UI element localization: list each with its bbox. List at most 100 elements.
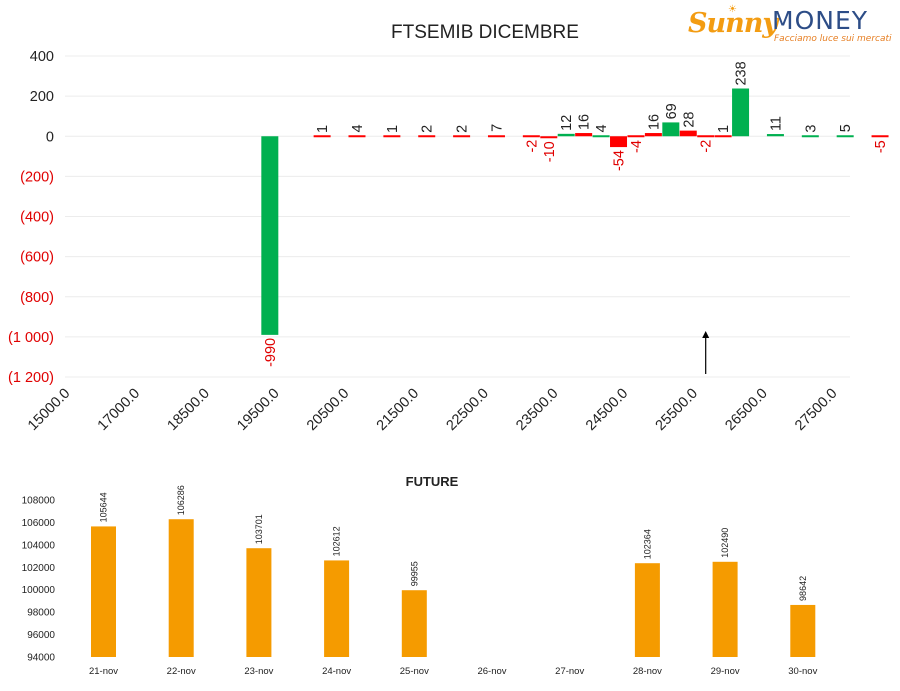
data-label: 12 [559,115,575,131]
y-tick-label: 104000 [22,540,56,551]
y-tick-label: 98000 [27,608,55,619]
bar [644,133,662,137]
x-tick-label: 29-nov [711,666,740,677]
data-label: -4 [629,140,645,153]
sun-icon: ☀ [728,4,737,15]
data-label: 102612 [332,526,342,556]
bar [324,560,350,657]
future-title: FUTURE [406,474,459,489]
x-tick-label: 25-nov [400,666,429,677]
x-tick-label: 25500.0 [653,386,701,434]
future-x-axis: 21-nov 22-nov 23-nov 24-nov 25-nov 26-nov 27-n… [89,666,818,677]
x-tick-label: 20500.0 [304,386,352,434]
x-tick-label: 28-nov [633,666,662,677]
bar [91,526,116,657]
brand-logo-sunny: Sunny [688,8,778,39]
brand-tagline: Facciamo luce sui mercati [774,34,892,44]
data-label: 11 [768,116,784,131]
x-tick-label: 26500.0 [722,386,770,434]
bar [712,561,738,657]
bar [453,135,471,138]
data-label: -2 [699,140,715,153]
bar [697,135,715,138]
x-tick-label: 22-nov [167,666,196,677]
y-tick-label: 200 [30,89,54,105]
x-axis: 15000.0 17000.0 18500.0 19500.0 20500.0 21500… [25,386,841,434]
data-label: 16 [646,114,662,130]
data-label: -2 [524,140,540,153]
x-tick-label: 17000.0 [95,386,143,434]
bar-series [261,88,889,335]
data-label: 102364 [642,529,652,559]
x-tick-label: 22500.0 [443,386,491,434]
data-label: 1 [716,125,732,133]
y-tick-label: 96000 [27,630,55,641]
bar [679,130,697,137]
arrow-head-icon [702,331,710,338]
x-tick-label: 27500.0 [792,386,840,434]
data-label: 99955 [409,561,419,586]
x-tick-label: 15000.0 [25,386,73,434]
future-chart: FUTURE 94000 96000 98000 100000 102000 104000… [22,474,818,677]
bar [418,135,436,138]
y-tick-label: (200) [20,169,54,185]
y-tick-label: (400) [20,210,54,226]
x-tick-label: 21500.0 [374,386,422,434]
data-label: 16 [577,114,593,130]
annotations [702,331,710,374]
x-tick-label: 18500.0 [165,386,213,434]
y-tick-label: 102000 [22,563,56,574]
y-tick-label: 94000 [27,653,55,664]
y-tick-label: (600) [20,250,54,266]
bar [592,135,610,138]
data-label: 4 [350,124,366,132]
data-label: -10 [542,141,558,162]
y-tick-label: 108000 [22,496,56,507]
future-bar-series [91,519,816,657]
y-tick-label: 0 [46,129,54,145]
bar [246,548,272,657]
bar [313,135,331,138]
data-label: -54 [612,150,628,171]
brand-logo-money: MONEY [772,6,869,35]
bar [522,135,540,138]
bar [836,135,854,138]
future-y-axis: 94000 96000 98000 100000 102000 104000 106000 1… [22,496,56,664]
chart-gridlines [65,55,850,378]
data-label: 4 [594,124,610,132]
data-label: 103701 [254,514,264,544]
x-tick-label: 30-nov [788,666,817,677]
x-tick-label: 23-nov [244,666,273,677]
data-label: 98642 [798,576,808,601]
bar [383,135,401,138]
data-label: -5 [873,140,889,153]
x-tick-label: 21-nov [89,666,118,677]
x-tick-label: 24-nov [322,666,351,677]
data-label: 5 [838,124,854,132]
bar [790,604,816,657]
bar [168,519,194,657]
bar [732,88,750,137]
data-label: -990 [263,338,279,367]
chart-title: FTSEMIB DICEMBRE [391,22,579,43]
x-tick-label: 27-nov [555,666,584,677]
data-label: 102490 [720,528,730,558]
bar [575,133,593,137]
y-tick-label: 100000 [22,585,56,596]
bar [348,135,366,138]
y-tick-label: (1 200) [8,370,54,386]
ftsemib-chart: FTSEMIB DICEMBRE 400 200 0 (200) (400) (600) (… [8,22,889,434]
x-tick-label: 19500.0 [234,386,282,434]
bar [487,135,505,138]
bar [540,136,558,139]
brand-logo: Sunny ☀ MONEY Facciamo luce sui mercati [688,4,893,48]
data-label: 2 [420,125,436,133]
y-tick-label: 400 [30,49,54,65]
y-tick-label: 106000 [22,518,56,529]
bar [627,135,645,138]
data-label: 7 [489,124,505,132]
data-label: 105644 [99,492,109,522]
data-label: 1 [385,125,401,133]
